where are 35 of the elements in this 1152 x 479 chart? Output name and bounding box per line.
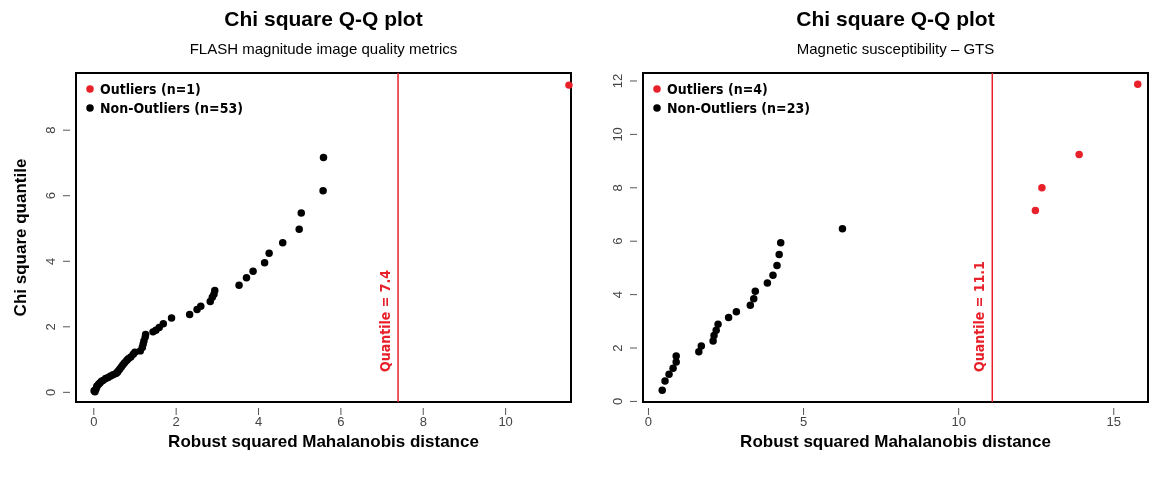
y-tick-label: 2 xyxy=(43,323,58,331)
x-tick-label: 0 xyxy=(644,413,653,429)
x-tick-label: 6 xyxy=(337,413,345,429)
x-tick-label: 2 xyxy=(172,413,180,429)
legend-label: Outliers (n=4) xyxy=(667,81,768,97)
x-tick-label: 15 xyxy=(1106,413,1121,429)
y-tick-label: 6 xyxy=(43,192,58,200)
ref-line-label: Quantile = 11.1 xyxy=(971,261,988,372)
y-tick-label: 2 xyxy=(610,344,625,352)
y-tick-label: 8 xyxy=(610,184,625,192)
y-tick-label: 0 xyxy=(610,397,625,406)
x-tick-label: 0 xyxy=(90,413,98,429)
x-tick-label: 4 xyxy=(254,413,263,429)
y-tick-label: 6 xyxy=(610,237,625,245)
y-tick-label: 10 xyxy=(610,127,625,142)
y-tick-label: 4 xyxy=(610,291,625,299)
y-tick-label: 4 xyxy=(43,257,58,265)
x-axis-title: Robust squared Mahalanobis distance xyxy=(740,432,1051,451)
chart-title: Chi square Q-Q plot xyxy=(224,7,423,30)
x-tick-label: 10 xyxy=(498,413,513,429)
y-tick-label: 12 xyxy=(610,73,625,89)
y-axis-title: Chi square quantile xyxy=(11,158,30,317)
legend-label: Outliers (n=1) xyxy=(100,81,201,97)
x-axis-title: Robust squared Mahalanobis distance xyxy=(168,432,479,451)
x-tick-label: 8 xyxy=(419,413,427,429)
x-tick-label: 5 xyxy=(799,413,808,429)
legend-label: Non-Outliers (n=53) xyxy=(100,100,243,116)
chart-subtitle: Magnetic susceptibility – GTS xyxy=(796,40,995,57)
chart-title: Chi square Q-Q plot xyxy=(796,7,995,30)
ref-line-label: Quantile = 7.4 xyxy=(377,269,394,372)
y-tick-label: 8 xyxy=(43,126,58,134)
x-tick-label: 10 xyxy=(951,413,966,429)
legend-label: Non-Outliers (n=23) xyxy=(667,100,810,116)
chart-subtitle: FLASH magnitude image quality metrics xyxy=(189,40,458,57)
y-tick-label: 0 xyxy=(43,388,58,396)
